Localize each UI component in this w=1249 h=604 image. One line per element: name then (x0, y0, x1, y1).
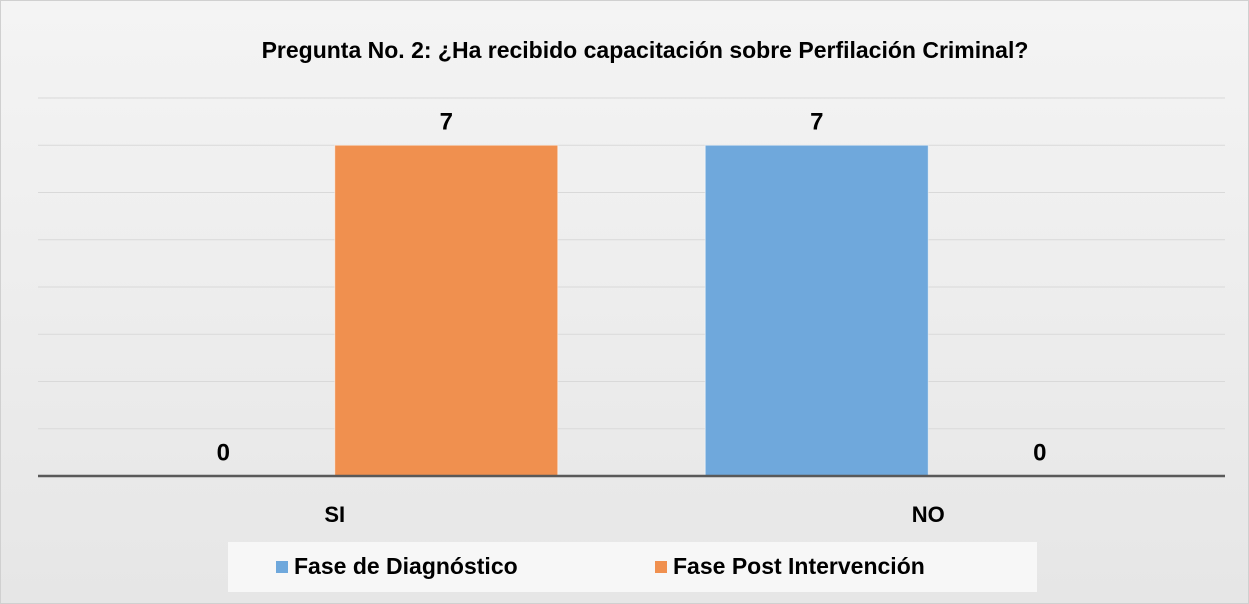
legend-label: Fase de Diagnóstico (294, 553, 518, 579)
data-label: 0 (217, 439, 230, 466)
legend-label: Fase Post Intervención (673, 553, 925, 579)
x-tick-label: SI (324, 502, 345, 527)
legend-box (228, 542, 1037, 592)
bar (704, 144, 929, 477)
legend-swatch (276, 561, 288, 573)
data-label: 7 (810, 109, 823, 136)
chart-title: Pregunta No. 2: ¿Ha recibido capacitació… (262, 37, 1029, 63)
x-tick-label: NO (912, 502, 945, 527)
data-label: 7 (440, 109, 453, 136)
legend-swatch (655, 561, 667, 573)
data-label: 0 (1033, 439, 1046, 466)
bar (334, 144, 559, 477)
